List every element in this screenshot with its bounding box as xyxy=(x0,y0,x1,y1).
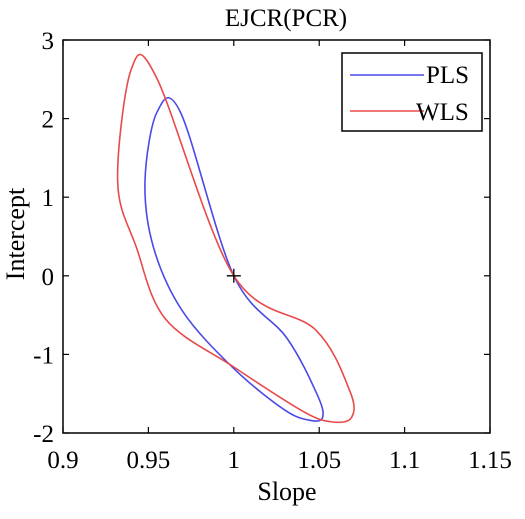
axes-frame xyxy=(62,39,491,434)
y-axis-title: Intercept xyxy=(1,187,30,280)
series-line-wls xyxy=(116,53,355,424)
x-tick-label: 1 xyxy=(228,447,241,474)
legend: PLS WLS xyxy=(341,52,483,132)
y-tick-label: 0 xyxy=(42,264,55,291)
center-marker xyxy=(226,268,241,283)
series-line-pls xyxy=(144,97,324,422)
x-axis-title: Slope xyxy=(257,477,316,506)
legend-label-pls: PLS xyxy=(426,62,469,89)
y-tick-label: -1 xyxy=(33,342,54,369)
y-tick-label: 2 xyxy=(42,107,55,134)
x-tick-label: 1.15 xyxy=(468,447,512,474)
legend-label-wls: WLS xyxy=(416,99,469,126)
y-tick-label: 3 xyxy=(42,28,55,55)
y-tick-label: 1 xyxy=(42,185,55,212)
x-tick-label: 0.9 xyxy=(47,447,78,474)
legend-box xyxy=(341,52,483,132)
plot-area: 0.9 0.95 1 1.05 1.1 1.15 -2 -1 0 1 2 3 xyxy=(33,28,512,474)
x-tick-label: 1.1 xyxy=(389,447,420,474)
y-tick-label: -2 xyxy=(33,421,54,448)
x-tick-label: 1.05 xyxy=(297,447,341,474)
chart-title: EJCR(PCR) xyxy=(225,5,347,32)
x-tick-label: 0.95 xyxy=(127,447,171,474)
